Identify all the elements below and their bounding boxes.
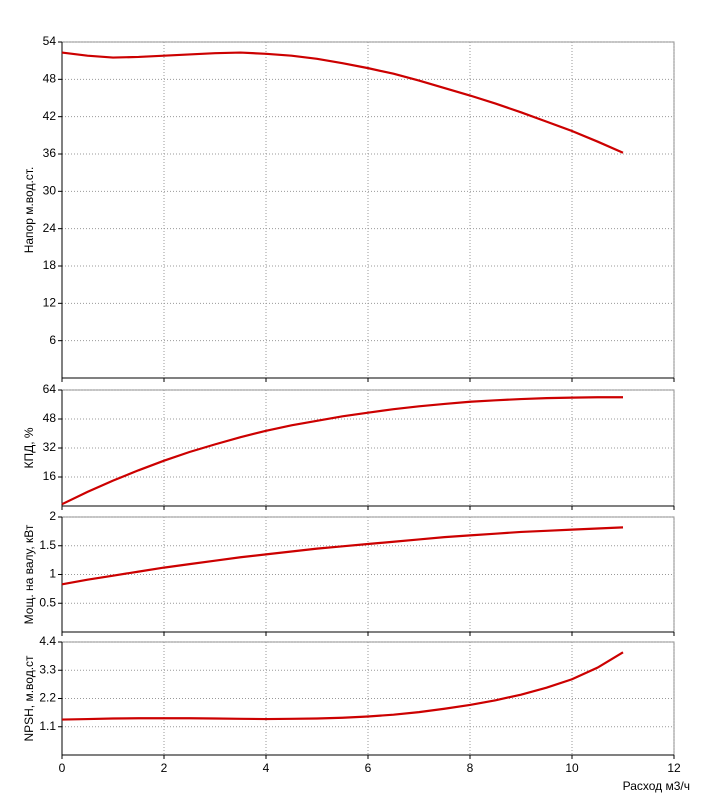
y-axis-label: NPSH, м.вод.ст <box>22 655 36 742</box>
y-tick-label: 48 <box>43 72 57 86</box>
y-tick-label: 64 <box>43 382 57 396</box>
y-tick-label: 16 <box>43 469 57 483</box>
y-tick-label: 30 <box>43 184 57 198</box>
x-tick-label: 12 <box>667 761 681 775</box>
y-tick-label: 36 <box>43 146 57 160</box>
y-tick-label: 42 <box>43 109 57 123</box>
series-line <box>61 51 624 154</box>
x-tick-label: 8 <box>467 761 474 775</box>
x-tick-label: 10 <box>565 761 579 775</box>
y-tick-label: 1.1 <box>39 719 56 733</box>
y-tick-label: 0.5 <box>39 595 56 609</box>
y-tick-label: 3.3 <box>39 662 56 676</box>
y-axis-label: Мощ. на валу, кВт <box>22 524 36 624</box>
y-tick-label: 48 <box>43 411 57 425</box>
y-tick-label: 2.2 <box>39 691 56 705</box>
y-tick-label: 1.5 <box>39 538 56 552</box>
y-tick-label: 32 <box>43 440 57 454</box>
y-tick-label: 1 <box>49 567 56 581</box>
x-tick-label: 2 <box>161 761 168 775</box>
y-tick-label: 54 <box>43 34 57 48</box>
y-tick-label: 12 <box>43 296 57 310</box>
y-tick-label: 18 <box>43 258 57 272</box>
y-tick-label: 4.4 <box>39 634 56 648</box>
y-axis-label: Напор м.вод.ст. <box>22 167 36 254</box>
series-line <box>61 396 623 506</box>
y-tick-label: 2 <box>49 509 56 523</box>
series-line <box>61 651 624 721</box>
y-axis-label: КПД, % <box>22 427 36 468</box>
y-tick-label: 6 <box>49 333 56 347</box>
x-tick-label: 4 <box>263 761 270 775</box>
series-line <box>61 526 624 586</box>
y-tick-label: 24 <box>43 221 57 235</box>
x-tick-label: 6 <box>365 761 372 775</box>
x-axis-label: Расход м3/ч <box>623 779 690 793</box>
x-tick-label: 0 <box>59 761 66 775</box>
